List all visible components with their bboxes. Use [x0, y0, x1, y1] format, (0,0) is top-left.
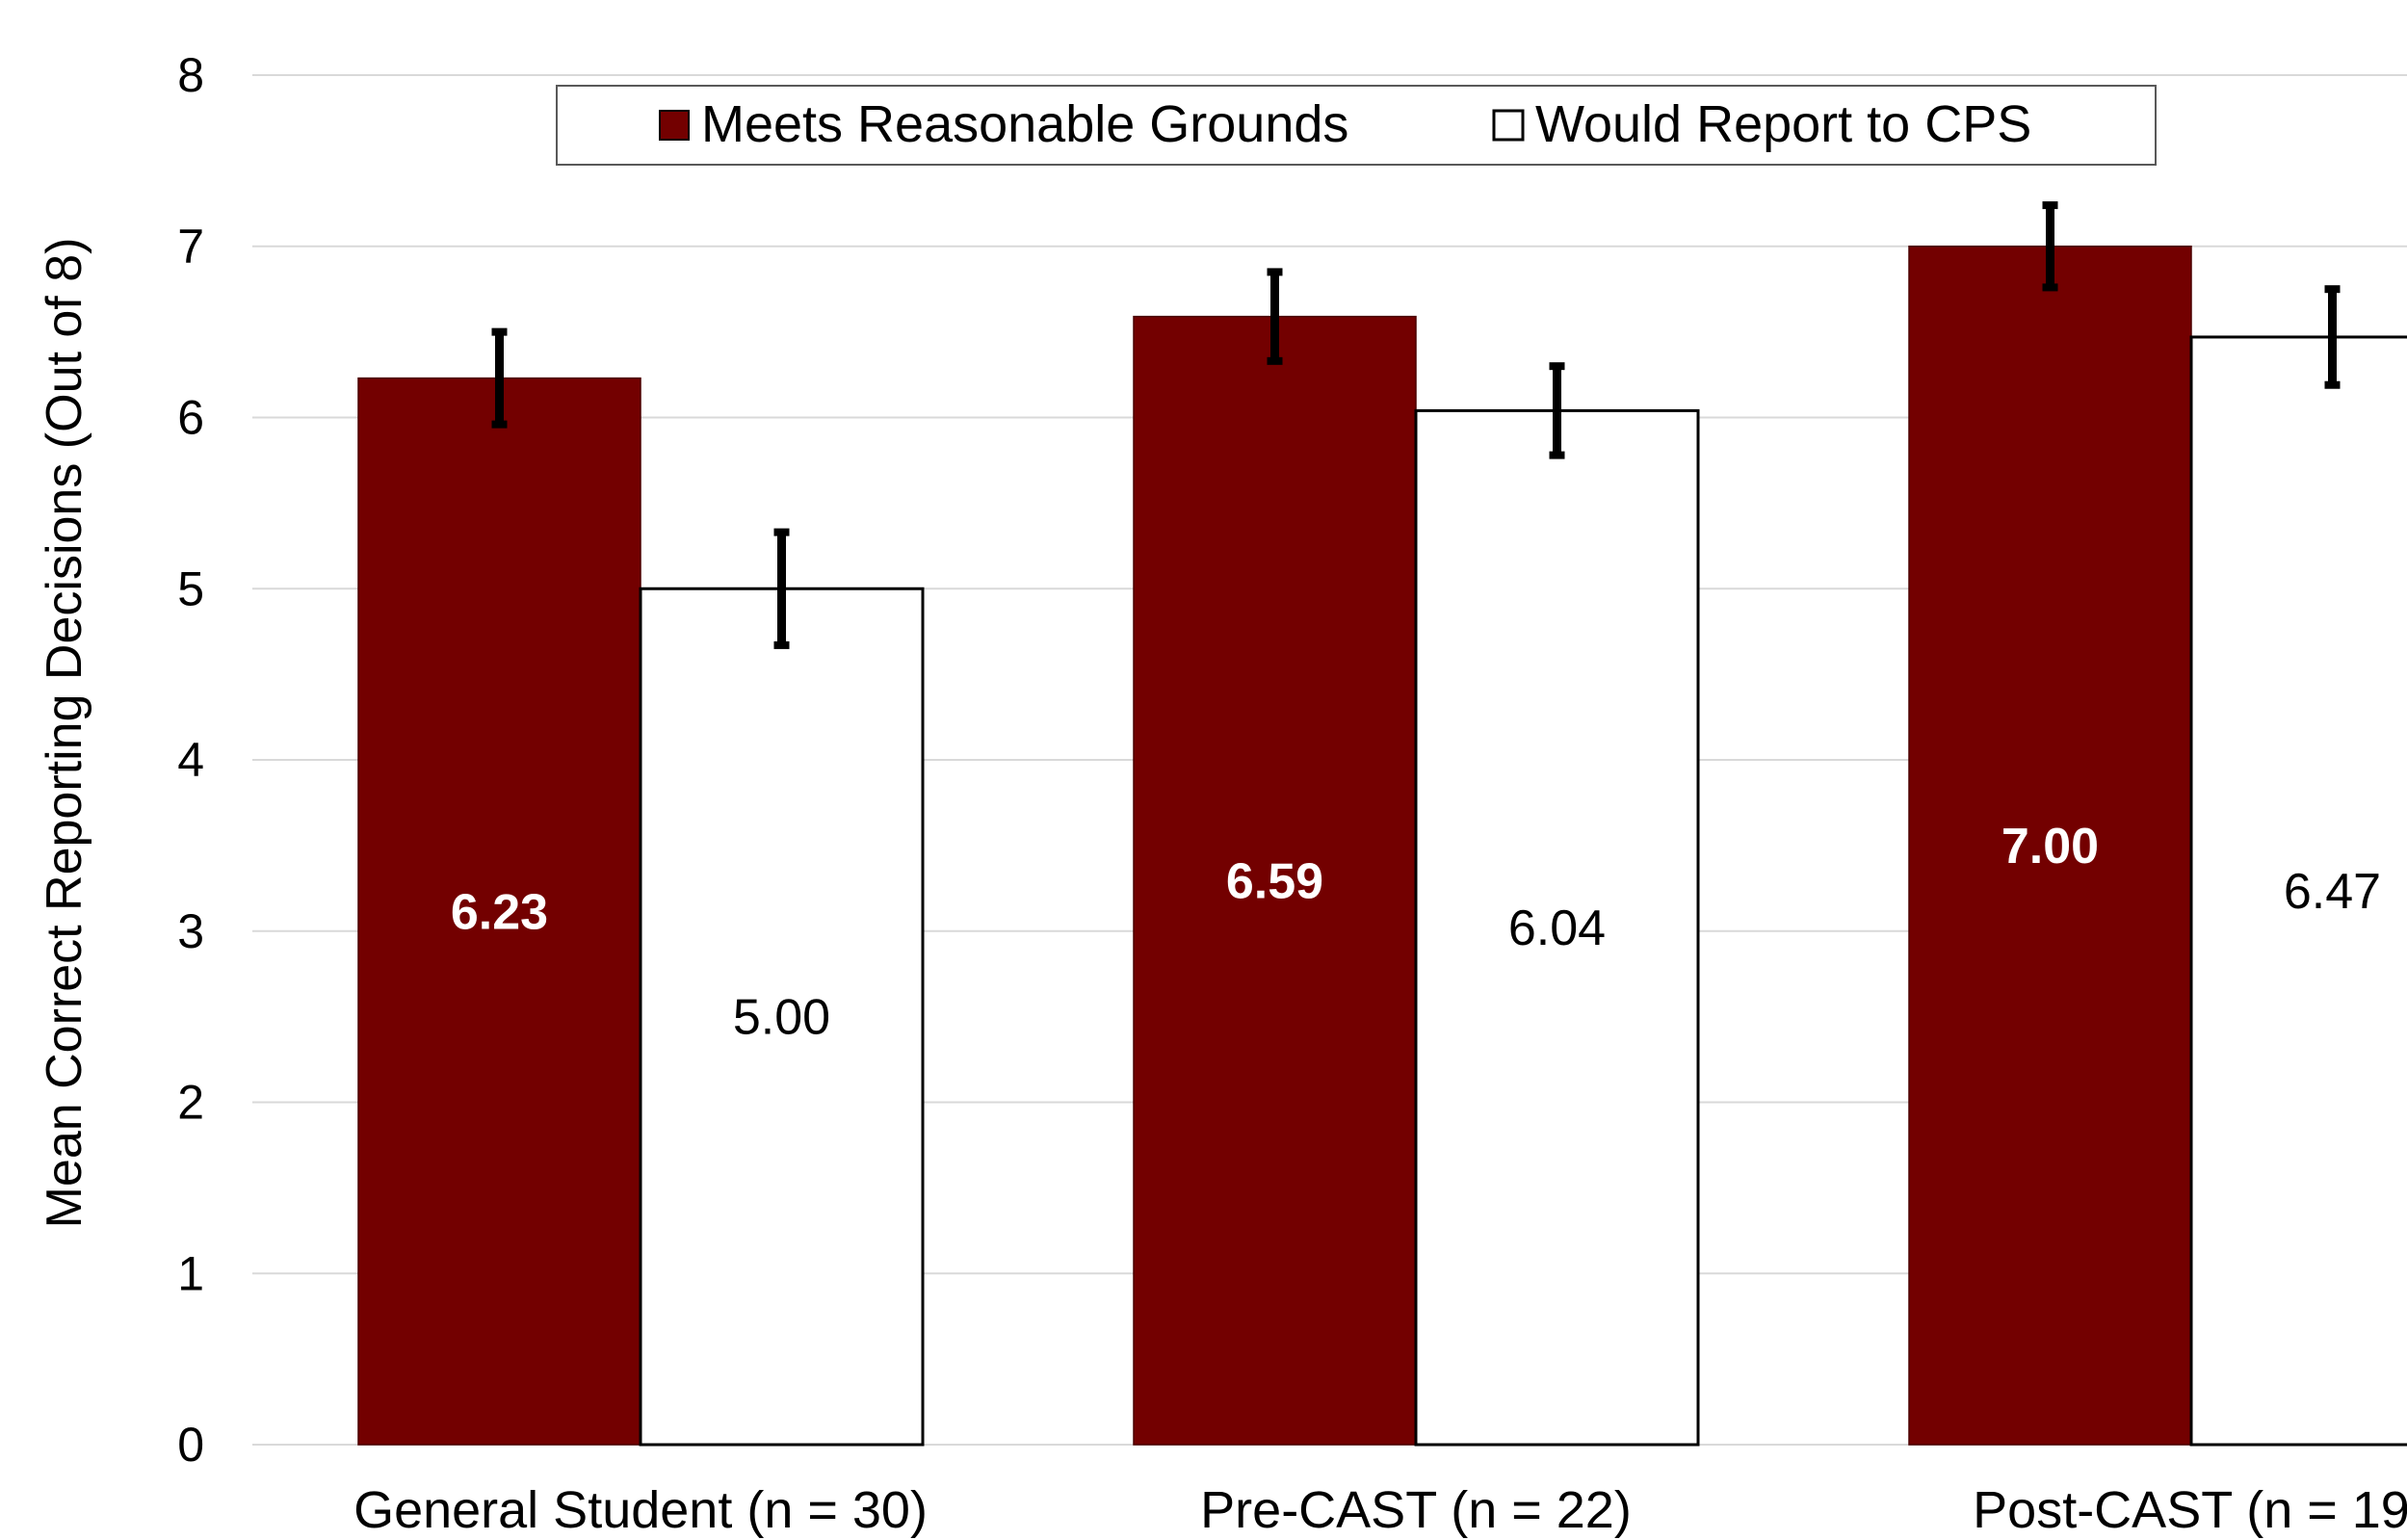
error-bar-would-report-to-cps [2324, 285, 2341, 389]
legend: Meets Reasonable Grounds Would Report to… [556, 85, 2157, 166]
data-label-would-report-to-cps: 6.04 [1508, 901, 1606, 956]
bars [357, 246, 2407, 1447]
bar-meets-reasonable-grounds [1908, 246, 2192, 1446]
legend-label-meets-reasonable-grounds: Meets Reasonable Grounds [701, 95, 1348, 153]
error-bar-meets-reasonable-grounds [2042, 201, 2058, 292]
error-bars [491, 201, 2341, 649]
y-tick-label: 0 [177, 1418, 204, 1472]
y-tick-label: 8 [177, 48, 204, 102]
x-category-label: Pre-CAST (n = 22) [1200, 1481, 1632, 1539]
y-tick-label: 3 [177, 904, 204, 958]
legend-swatch-would-report-to-cps [1492, 109, 1525, 142]
legend-label-would-report-to-cps: Would Report to CPS [1535, 95, 2031, 153]
bar-would-report-to-cps [1414, 408, 1700, 1447]
y-axis-label: Mean Correct Reporting Decisions (Out of… [37, 238, 92, 1229]
y-tick-label: 4 [177, 733, 204, 787]
y-tick-label: 6 [177, 391, 204, 445]
y-tick-label: 7 [177, 220, 204, 274]
y-tick-label: 2 [177, 1076, 204, 1130]
data-label-meets-reasonable-grounds: 6.59 [1226, 853, 1323, 909]
bar-meets-reasonable-grounds [1133, 315, 1417, 1446]
bar-would-report-to-cps [2189, 335, 2407, 1447]
error-bar-meets-reasonable-grounds [491, 327, 508, 429]
data-label-meets-reasonable-grounds: 7.00 [2001, 819, 2099, 874]
error-bar-would-report-to-cps [773, 528, 790, 649]
error-bar-would-report-to-cps [1549, 362, 1565, 459]
y-axis-ticks: 0 1 2 3 4 5 6 7 8 [177, 48, 204, 1472]
data-label-would-report-to-cps: 5.00 [733, 990, 830, 1046]
y-tick-label: 1 [177, 1246, 204, 1300]
legend-swatch-meets-reasonable-grounds [659, 110, 690, 141]
x-axis-categories: General Student (n = 30) Pre-CAST (n = 22… [353, 1481, 2407, 1539]
legend-box [556, 85, 2157, 166]
data-labels: 6.23 5.00 6.59 6.04 7.00 6.47 [451, 819, 2381, 1046]
data-label-meets-reasonable-grounds: 6.23 [451, 884, 548, 940]
y-tick-label: 5 [177, 561, 204, 615]
error-bar-meets-reasonable-grounds [1267, 268, 1283, 365]
bar-would-report-to-cps [639, 587, 925, 1447]
x-category-label: Post-CAST (n = 19 [1973, 1481, 2407, 1539]
x-category-label: General Student (n = 30) [353, 1481, 928, 1539]
data-label-would-report-to-cps: 6.47 [2284, 864, 2381, 920]
